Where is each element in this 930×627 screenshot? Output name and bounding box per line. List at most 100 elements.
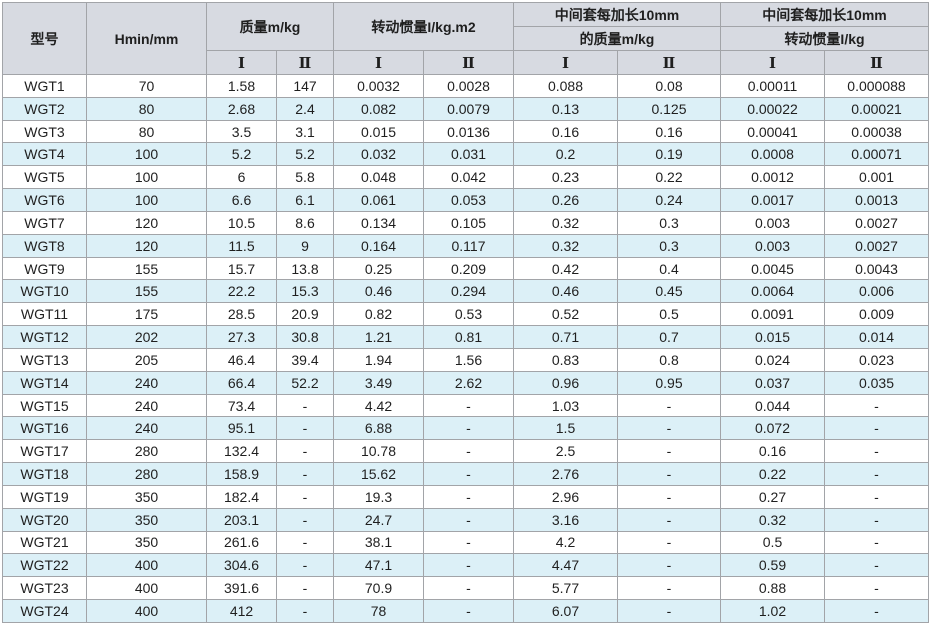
value-cell: 0.16 xyxy=(720,439,825,464)
value-cell: 0.24 xyxy=(617,188,721,212)
header-row-3: Ⅰ Ⅱ Ⅰ Ⅱ Ⅰ Ⅱ Ⅰ Ⅱ xyxy=(3,50,929,75)
value-cell: 22.2 xyxy=(206,279,277,304)
table-row: WGT11 175 28.5 20.9 0.82 0.53 0.52 0.5 0.0091 0.0… xyxy=(2,302,929,327)
value-cell: 0.0027 xyxy=(824,233,929,258)
header-row-1: 型号 Hmin/mm 质量m/kg 转动惯量I/kg.m2 中间套每加长10mm… xyxy=(2,2,929,75)
subheader-mass-ii: Ⅱ xyxy=(276,50,334,75)
model-cell: WGT24 xyxy=(2,599,87,623)
value-cell: 0.53 xyxy=(423,302,514,327)
value-cell: - xyxy=(824,576,929,601)
table-body: WGT1 70 1.58 147 0.0032 0.0028 0.088 0.08 0.0001… xyxy=(2,74,929,623)
value-cell: 2.62 xyxy=(423,370,514,395)
model-cell: WGT14 xyxy=(2,370,87,395)
value-cell: 0.014 xyxy=(824,325,929,349)
value-cell: 28.5 xyxy=(206,302,277,327)
value-cell: - xyxy=(617,599,721,623)
value-cell: 120 xyxy=(86,210,207,235)
value-cell: 0.27 xyxy=(720,484,825,509)
value-cell: - xyxy=(423,439,514,464)
value-cell: 0.52 xyxy=(513,302,618,327)
subheader-inertia-i: Ⅰ xyxy=(333,50,424,75)
table-row: WGT2 80 2.68 2.4 0.082 0.0079 0.13 0.125 0.00022… xyxy=(2,96,929,121)
value-cell: 0.000088 xyxy=(824,74,929,98)
value-cell: 0.81 xyxy=(423,325,514,349)
value-cell: 1.03 xyxy=(513,393,618,418)
value-cell: 132.4 xyxy=(206,439,277,464)
value-cell: 5.2 xyxy=(206,142,277,167)
value-cell: 0.95 xyxy=(617,370,721,395)
value-cell: 47.1 xyxy=(333,553,424,578)
value-cell: 0.044 xyxy=(720,393,825,418)
value-cell: 2.5 xyxy=(513,439,618,464)
value-cell: 0.00038 xyxy=(824,119,929,144)
value-cell: 0.164 xyxy=(333,233,424,258)
value-cell: 412 xyxy=(206,599,277,623)
value-cell: 0.0008 xyxy=(720,142,825,167)
header-ext-mass-line1: 中间套每加长10mm xyxy=(513,2,721,27)
table-row: WGT5 100 6 5.8 0.048 0.042 0.23 0.22 0.0012 0.001 xyxy=(2,165,929,190)
model-cell: WGT7 xyxy=(2,210,87,235)
subheader-ext-mass-i: Ⅰ xyxy=(513,50,618,75)
value-cell: 3.49 xyxy=(333,370,424,395)
value-cell: - xyxy=(276,507,334,532)
value-cell: - xyxy=(423,484,514,509)
value-cell: 0.006 xyxy=(824,279,929,304)
value-cell: 95.1 xyxy=(206,416,277,441)
value-cell: - xyxy=(276,393,334,418)
header-mass-group: 质量m/kg xyxy=(206,2,334,51)
value-cell: 0.08 xyxy=(617,74,721,98)
value-cell: 0.2 xyxy=(513,142,618,167)
value-cell: 15.7 xyxy=(206,256,277,281)
value-cell: 0.22 xyxy=(617,165,721,190)
value-cell: 0.5 xyxy=(617,302,721,327)
value-cell: 4.2 xyxy=(513,530,618,555)
value-cell: 0.88 xyxy=(720,576,825,601)
header-ext-inertia-line1: 中间套每加长10mm xyxy=(720,2,929,27)
value-cell: 0.83 xyxy=(513,347,618,372)
value-cell: 0.061 xyxy=(333,188,424,212)
value-cell: 70.9 xyxy=(333,576,424,601)
table-row: WGT7 120 10.5 8.6 0.134 0.105 0.32 0.3 0.003 0.00… xyxy=(2,210,929,235)
table-row: WGT9 155 15.7 13.8 0.25 0.209 0.42 0.4 0.0045 0.0… xyxy=(2,256,929,281)
value-cell: 39.4 xyxy=(276,347,334,372)
value-cell: 0.5 xyxy=(720,530,825,555)
value-cell: 10.5 xyxy=(206,210,277,235)
model-cell: WGT8 xyxy=(2,233,87,258)
value-cell: 0.0091 xyxy=(720,302,825,327)
value-cell: 100 xyxy=(86,165,207,190)
table-header: 型号 Hmin/mm 质量m/kg 转动惯量I/kg.m2 中间套每加长10mm… xyxy=(2,2,929,75)
value-cell: 100 xyxy=(86,142,207,167)
value-cell: - xyxy=(824,530,929,555)
value-cell: - xyxy=(824,599,929,623)
value-cell: - xyxy=(824,416,929,441)
value-cell: 280 xyxy=(86,462,207,486)
value-cell: 20.9 xyxy=(276,302,334,327)
value-cell: - xyxy=(423,462,514,486)
model-cell: WGT16 xyxy=(2,416,87,441)
value-cell: 0.22 xyxy=(720,462,825,486)
value-cell: 27.3 xyxy=(206,325,277,349)
value-cell: 0.053 xyxy=(423,188,514,212)
value-cell: 0.0045 xyxy=(720,256,825,281)
table-row: WGT8 120 11.5 9 0.164 0.117 0.32 0.3 0.003 0.0027 xyxy=(2,233,929,258)
value-cell: 0.8 xyxy=(617,347,721,372)
value-cell: 0.209 xyxy=(423,256,514,281)
value-cell: 2.68 xyxy=(206,96,277,121)
value-cell: 0.001 xyxy=(824,165,929,190)
value-cell: - xyxy=(423,416,514,441)
value-cell: 0.59 xyxy=(720,553,825,578)
value-cell: 0.024 xyxy=(720,347,825,372)
model-cell: WGT12 xyxy=(2,325,87,349)
value-cell: 147 xyxy=(276,74,334,98)
value-cell: 0.32 xyxy=(513,233,618,258)
value-cell: - xyxy=(276,599,334,623)
value-cell: 38.1 xyxy=(333,530,424,555)
value-cell: - xyxy=(276,553,334,578)
value-cell: 0.32 xyxy=(720,507,825,532)
value-cell: 46.4 xyxy=(206,347,277,372)
value-cell: 78 xyxy=(333,599,424,623)
table-row: WGT13 205 46.4 39.4 1.94 1.56 0.83 0.8 0.024 0.02… xyxy=(2,347,929,372)
header-row-2: 的质量m/kg 转动惯量I/kg xyxy=(3,26,929,51)
value-cell: 0.009 xyxy=(824,302,929,327)
